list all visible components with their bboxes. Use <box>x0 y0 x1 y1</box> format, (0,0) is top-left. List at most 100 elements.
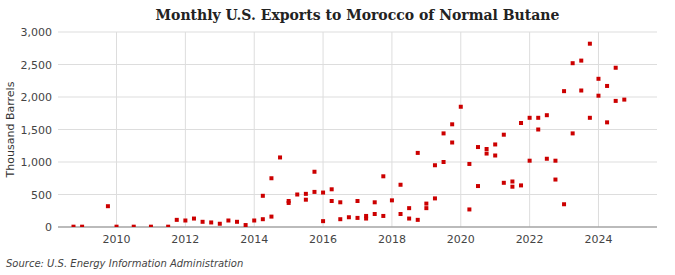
point <box>596 77 600 81</box>
point <box>519 121 523 125</box>
point <box>235 220 239 224</box>
x-tick-label: 2014 <box>240 233 268 246</box>
point <box>115 225 119 227</box>
source-note: Source: U.S. Energy Information Administ… <box>6 258 243 269</box>
y-tick-label: 1,000 <box>21 156 53 169</box>
point <box>416 151 420 155</box>
point <box>132 225 136 227</box>
y-tick-label: 2,500 <box>21 59 53 72</box>
y-grid-line <box>58 97 657 98</box>
point <box>106 204 110 208</box>
grid <box>58 32 657 227</box>
point <box>536 116 540 120</box>
point <box>528 116 532 120</box>
point <box>571 61 575 65</box>
point <box>562 202 566 206</box>
point <box>244 223 248 227</box>
point <box>519 183 523 187</box>
point <box>338 200 342 204</box>
x-grid-line <box>529 32 530 227</box>
point <box>622 98 626 102</box>
point <box>553 159 557 163</box>
y-tick-label: 2,000 <box>21 91 53 104</box>
point <box>416 218 420 222</box>
point <box>407 217 411 221</box>
x-tick-label: 2022 <box>516 233 544 246</box>
point <box>175 218 179 222</box>
y-grid-line <box>58 129 657 130</box>
x-grid-line <box>391 32 392 227</box>
point <box>218 222 222 226</box>
point <box>226 219 230 223</box>
point <box>596 94 600 98</box>
point <box>605 120 609 124</box>
point <box>399 183 403 187</box>
point <box>287 199 291 203</box>
point <box>261 217 265 221</box>
point <box>588 42 592 46</box>
point <box>605 84 609 88</box>
point <box>381 174 385 178</box>
point <box>166 225 170 227</box>
point <box>201 220 205 224</box>
point <box>459 105 463 109</box>
point <box>588 116 592 120</box>
point <box>304 192 308 196</box>
point <box>493 154 497 158</box>
point <box>278 155 282 159</box>
point <box>528 159 532 163</box>
point <box>485 152 489 156</box>
point <box>433 163 437 167</box>
y-grid-line <box>58 194 657 195</box>
point <box>442 160 446 164</box>
point <box>312 190 316 194</box>
point <box>304 198 308 202</box>
x-tick-label: 2010 <box>103 233 131 246</box>
point <box>390 198 394 202</box>
y-grid-line <box>58 162 657 163</box>
y-grid-line <box>58 32 657 33</box>
point <box>209 220 213 224</box>
point <box>295 193 299 197</box>
x-tick-label: 2016 <box>309 233 337 246</box>
point <box>183 219 187 223</box>
x-grid-line <box>323 32 324 227</box>
point <box>450 122 454 126</box>
axes: 05001,0001,5002,0002,5003,00020102012201… <box>21 26 658 246</box>
point <box>149 225 153 227</box>
point <box>261 194 265 198</box>
y-grid-line <box>58 227 657 228</box>
point <box>192 217 196 221</box>
x-tick-label: 2018 <box>378 233 406 246</box>
point <box>476 145 480 149</box>
point <box>71 225 75 227</box>
y-tick-label: 1,500 <box>21 124 53 137</box>
point <box>373 212 377 216</box>
point <box>330 187 334 191</box>
x-axis-line <box>58 227 657 228</box>
point <box>614 99 618 103</box>
y-axis-label: Thousand Barrels <box>4 81 17 178</box>
x-tick-label: 2012 <box>171 233 199 246</box>
y-tick-label: 3,000 <box>21 26 53 39</box>
point <box>252 219 256 223</box>
point <box>614 66 618 70</box>
x-tick-label: 2020 <box>447 233 475 246</box>
point <box>545 157 549 161</box>
point <box>269 176 273 180</box>
chart-svg: Monthly U.S. Exports to Morocco of Norma… <box>0 0 675 275</box>
point <box>493 142 497 146</box>
point <box>399 212 403 216</box>
point <box>485 147 489 151</box>
point <box>467 207 471 211</box>
point <box>312 170 316 174</box>
point <box>562 89 566 93</box>
point <box>467 162 471 166</box>
x-grid-line <box>460 32 461 227</box>
point <box>536 128 540 132</box>
point <box>364 214 368 218</box>
point <box>330 199 334 203</box>
point <box>424 206 428 210</box>
x-grid-line <box>185 32 186 227</box>
point <box>407 206 411 210</box>
